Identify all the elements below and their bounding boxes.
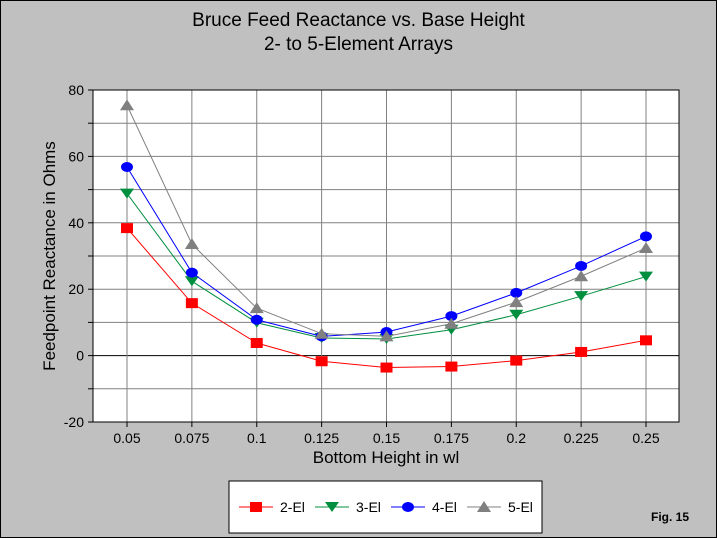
figure-label: Fig. 15: [651, 510, 690, 524]
data-point: [639, 242, 653, 254]
data-point: [445, 311, 458, 322]
x-axis-label: Bottom Height in wl: [313, 448, 459, 467]
y-axis-label: Feedpoint Reactance in Ohms: [40, 141, 59, 371]
chart-title: Bruce Feed Reactance vs. Base Height 2- …: [1, 9, 716, 57]
y-tick-label: -20: [64, 414, 84, 430]
data-point: [249, 302, 264, 314]
legend-marker: [325, 502, 339, 512]
data-point: [184, 276, 199, 287]
legend-label: 3-El: [356, 499, 381, 515]
data-point: [185, 298, 198, 309]
x-tick-label: 0.15: [373, 430, 400, 446]
data-point: [121, 223, 133, 234]
legend-label: 4-El: [432, 499, 457, 515]
data-point: [574, 291, 589, 302]
x-tick-label: 0.075: [174, 430, 209, 446]
data-point: [250, 314, 263, 325]
y-tick-label: 20: [68, 281, 84, 297]
title-line: Bruce Feed Reactance vs. Base Height: [192, 10, 525, 31]
data-point: [120, 188, 134, 199]
data-point: [575, 346, 588, 357]
data-point: [510, 355, 523, 366]
data-point: [639, 271, 653, 282]
legend-label: 2-El: [280, 499, 305, 515]
x-tick-label: 0.225: [564, 430, 599, 446]
data-point: [574, 270, 589, 282]
data-point: [184, 238, 199, 250]
data-point: [510, 287, 523, 298]
data-point: [120, 99, 134, 111]
y-tick-label: 60: [68, 148, 84, 164]
x-tick-label: 0.05: [113, 430, 140, 446]
x-tick-label: 0.25: [632, 430, 659, 446]
data-point: [315, 356, 328, 367]
y-tick-label: 0: [76, 348, 84, 364]
data-point: [509, 309, 524, 320]
x-tick-label: 0.125: [304, 430, 339, 446]
data-point: [185, 267, 198, 278]
series-2-El: [121, 223, 652, 373]
data-point: [314, 327, 329, 339]
data-point: [509, 296, 524, 308]
y-tick-label: 80: [68, 82, 84, 98]
data-point: [379, 330, 394, 342]
x-tick-label: 0.175: [434, 430, 469, 446]
x-tick-label: 0.1: [247, 430, 267, 446]
data-point: [575, 260, 588, 271]
data-point: [640, 335, 652, 346]
legend: 2-El 3-El 4-El 5-El: [228, 480, 543, 534]
data-point: [445, 361, 458, 372]
plot-border: [92, 89, 680, 423]
legend-label: 5-El: [508, 499, 533, 515]
subtitle-line: 2- to 5-Element Arrays: [263, 34, 454, 55]
legend-marker: [402, 502, 414, 512]
y-tick-label: 40: [68, 215, 84, 231]
data-point: [250, 337, 263, 348]
data-point: [640, 231, 652, 242]
legend-marker: [250, 502, 262, 512]
x-tick-label: 0.2: [507, 430, 527, 446]
data-point: [444, 317, 459, 329]
data-point: [121, 162, 133, 173]
data-point: [380, 362, 393, 373]
legend-marker: [477, 501, 491, 512]
series-5-El: [120, 99, 653, 342]
